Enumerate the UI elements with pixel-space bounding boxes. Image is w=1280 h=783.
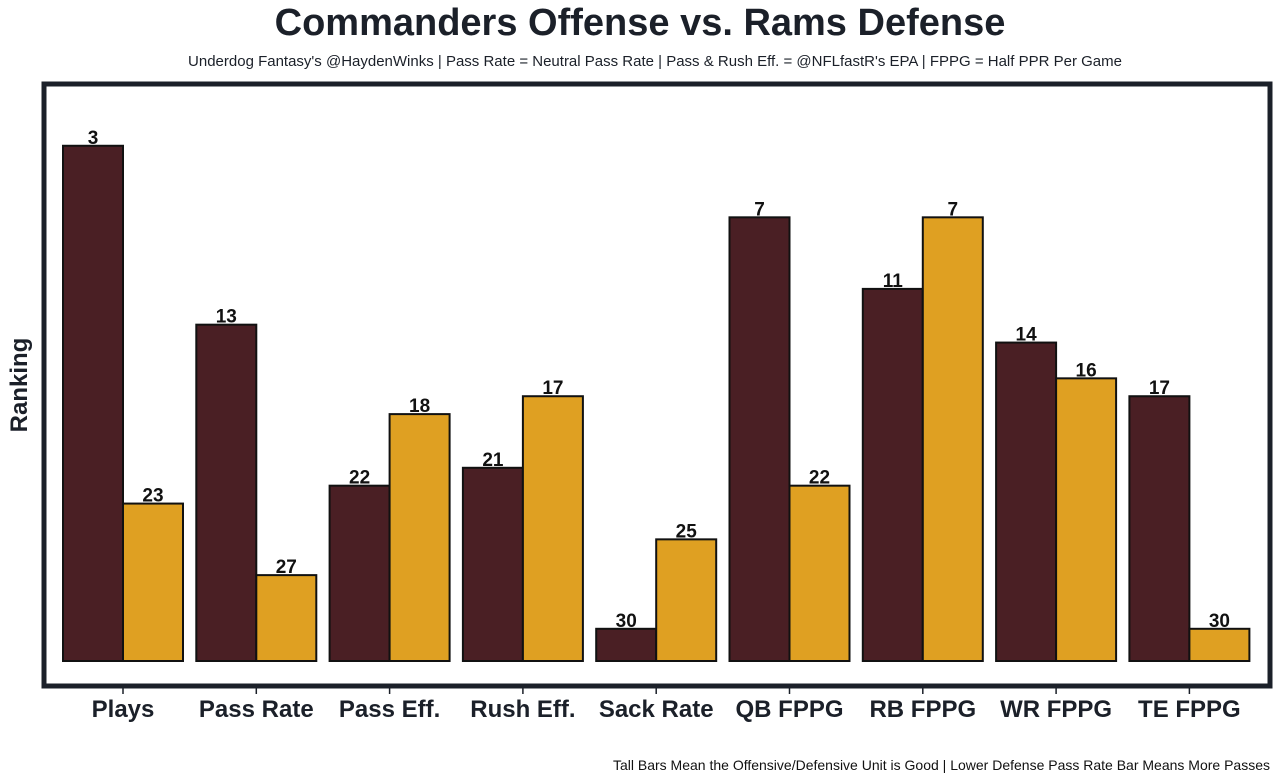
- bar-defense-rush-eff: [521, 395, 584, 662]
- x-axis-ticks: Plays Pass Rate Pass Eff. Rush Eff. Sack Rat…: [92, 688, 1241, 723]
- bar-defense-wr-fppg: [1055, 377, 1118, 662]
- plot-frame: [41, 81, 1273, 689]
- data-label: 22: [349, 468, 370, 489]
- data-label: 7: [754, 199, 765, 220]
- bar-defense-pass-eff: [388, 413, 451, 663]
- bar-defense-plays: [122, 502, 184, 662]
- chart-subtitle: Underdog Fantasy's @HaydenWinks | Pass R…: [188, 53, 1122, 70]
- bar-offense-pass-rate: [195, 323, 258, 662]
- data-label: 3: [88, 128, 99, 149]
- x-tick-label: RB FPPG: [869, 696, 976, 723]
- data-label: 22: [809, 468, 830, 489]
- x-tick-label: Sack Rate: [599, 696, 714, 723]
- data-label: 30: [1209, 611, 1230, 632]
- bar-offense-wr-fppg: [995, 341, 1058, 662]
- x-tick-label: QB FPPG: [735, 696, 843, 723]
- data-labels-group: 3 23 13 27 22 18 21 17 30 25 7 22 11 7 14 16 17 30: [88, 128, 1230, 632]
- data-label: 18: [409, 396, 430, 417]
- x-tick-label: Pass Rate: [199, 696, 314, 723]
- data-label: 21: [482, 450, 504, 471]
- data-label: 25: [676, 521, 698, 542]
- bar-offense-rb-fppg: [861, 287, 924, 662]
- data-label: 11: [883, 271, 904, 292]
- bars-group: [62, 144, 1251, 663]
- data-label: 17: [1149, 378, 1170, 399]
- data-label: 13: [216, 307, 237, 328]
- data-label: 16: [1076, 360, 1097, 381]
- x-tick-label: WR FPPG: [1000, 696, 1112, 723]
- bar-offense-sack-rate: [595, 627, 658, 662]
- x-tick-label: Pass Eff.: [339, 696, 440, 723]
- data-label: 14: [1016, 325, 1038, 346]
- bar-offense-pass-eff: [328, 484, 391, 663]
- bar-offense-plays: [62, 144, 124, 662]
- bar-defense-pass-rate: [255, 574, 318, 662]
- data-label: 23: [142, 486, 163, 507]
- x-tick-label: Plays: [92, 696, 155, 723]
- x-tick-label: TE FPPG: [1138, 696, 1241, 723]
- bar-defense-rb-fppg: [921, 216, 984, 662]
- bar-offense-rush-eff: [461, 466, 524, 662]
- data-label: 7: [948, 199, 959, 220]
- chart-title: Commanders Offense vs. Rams Defense: [274, 2, 1006, 44]
- bar-defense-te-fppg: [1188, 627, 1251, 662]
- x-tick-label: Rush Eff.: [470, 696, 575, 723]
- bar-defense-sack-rate: [655, 538, 718, 663]
- data-label: 27: [276, 557, 297, 578]
- chart-footer-note: Tall Bars Mean the Offensive/Defensive U…: [612, 757, 1270, 773]
- bar-offense-te-fppg: [1128, 395, 1191, 662]
- bar-offense-qb-fppg: [728, 216, 791, 662]
- data-label: 17: [542, 378, 563, 399]
- bar-defense-qb-fppg: [788, 484, 851, 663]
- data-label: 30: [616, 611, 637, 632]
